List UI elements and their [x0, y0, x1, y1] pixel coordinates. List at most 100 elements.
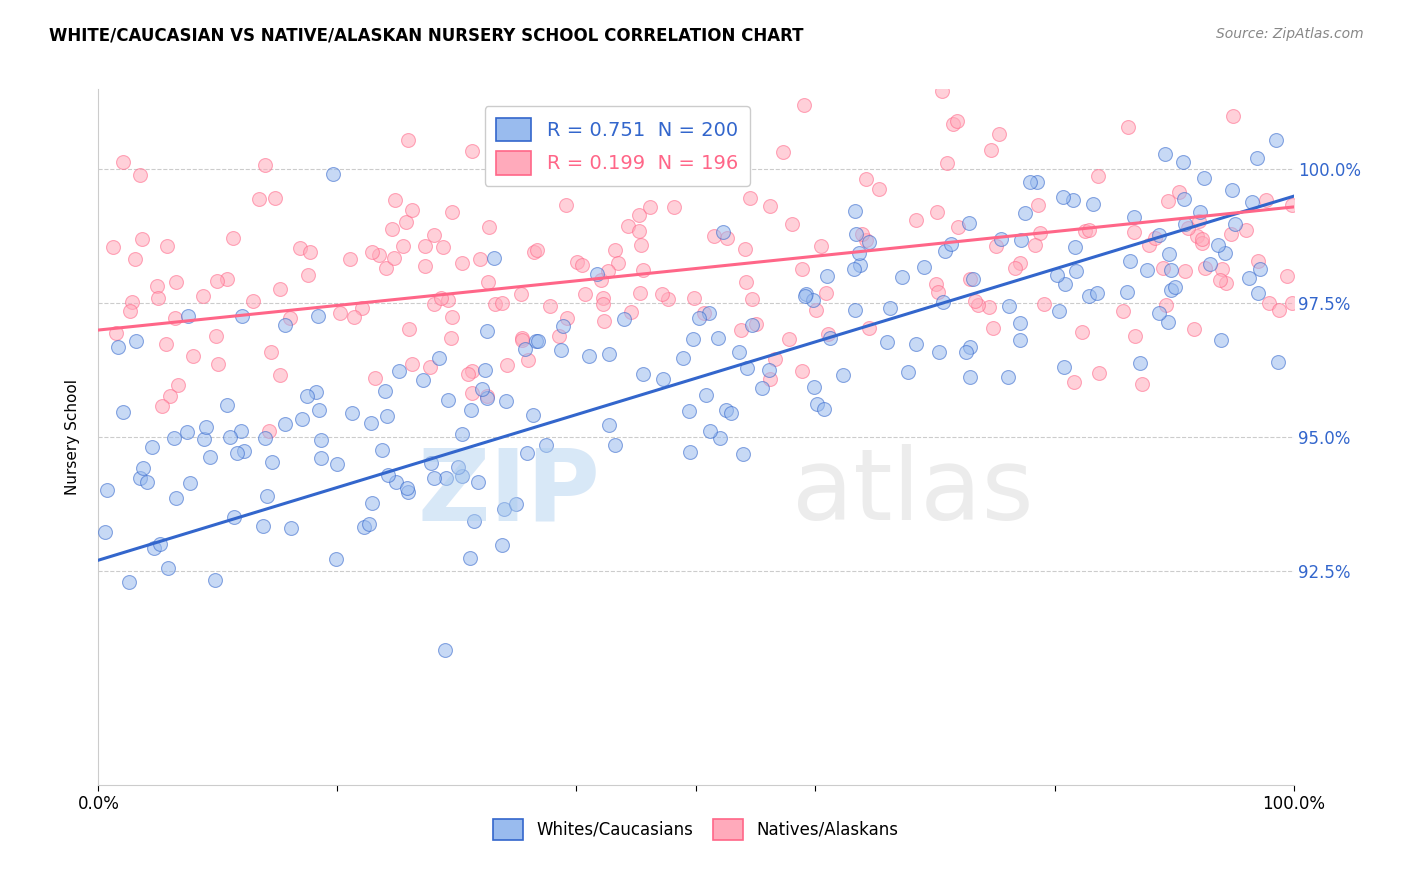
Point [997, 299, 1019, 313]
Point [735, 361, 758, 376]
Point [385, 475, 408, 489]
Point [305, 384, 328, 399]
Point [377, 468, 399, 483]
Point [128, 168, 150, 182]
Point [1168, 185, 1191, 199]
Point [574, 287, 596, 301]
Point [555, 310, 578, 325]
Point [510, 333, 533, 347]
Point [252, 518, 274, 533]
Point [598, 347, 620, 361]
Point [1157, 194, 1180, 208]
Legend: Whites/Caucasians, Natives/Alaskans: Whites/Caucasians, Natives/Alaskans [486, 813, 905, 847]
Point [1281, 198, 1303, 212]
Point [1184, 322, 1206, 336]
Point [1008, 316, 1031, 330]
Point [516, 353, 538, 368]
Point [253, 158, 276, 172]
Point [401, 357, 423, 371]
Y-axis label: Nursery School: Nursery School [65, 379, 80, 495]
Point [651, 286, 673, 301]
Point [1028, 198, 1050, 212]
Point [540, 299, 562, 313]
Point [904, 212, 927, 227]
Point [793, 289, 815, 303]
Point [1191, 232, 1213, 246]
Point [322, 167, 344, 181]
Point [589, 273, 612, 287]
Point [329, 306, 352, 320]
Point [433, 642, 456, 657]
Point [1249, 262, 1271, 277]
Point [1033, 296, 1056, 310]
Point [997, 369, 1019, 384]
Point [436, 471, 458, 485]
Point [522, 408, 544, 422]
Point [118, 574, 141, 589]
Point [683, 291, 706, 305]
Point [339, 252, 361, 266]
Point [111, 405, 134, 419]
Point [1144, 230, 1167, 244]
Point [128, 471, 150, 485]
Point [967, 298, 990, 312]
Point [990, 231, 1012, 245]
Point [1122, 210, 1144, 224]
Point [392, 239, 415, 253]
Point [183, 350, 205, 364]
Point [555, 198, 578, 212]
Point [437, 293, 460, 307]
Point [112, 154, 135, 169]
Point [679, 445, 702, 459]
Point [1116, 285, 1139, 299]
Point [1029, 226, 1052, 240]
Point [1025, 176, 1047, 190]
Point [927, 205, 949, 219]
Point [1014, 206, 1036, 220]
Point [912, 260, 935, 274]
Point [149, 537, 172, 551]
Point [1137, 238, 1160, 252]
Point [256, 489, 278, 503]
Point [1268, 302, 1291, 317]
Point [512, 330, 534, 344]
Point [858, 321, 880, 335]
Point [432, 239, 454, 253]
Point [1064, 264, 1087, 278]
Point [813, 402, 835, 417]
Point [565, 255, 588, 269]
Point [592, 291, 614, 305]
Point [631, 263, 654, 277]
Point [1241, 195, 1264, 210]
Point [471, 382, 494, 396]
Point [984, 238, 1007, 252]
Point [858, 235, 880, 249]
Point [107, 340, 129, 354]
Point [957, 216, 980, 230]
Point [1154, 147, 1177, 161]
Point [413, 259, 436, 273]
Point [96, 483, 118, 497]
Point [451, 469, 474, 483]
Point [1160, 262, 1182, 277]
Point [932, 295, 955, 310]
Point [451, 256, 474, 270]
Point [598, 264, 620, 278]
Point [796, 286, 818, 301]
Point [688, 310, 710, 325]
Point [946, 114, 969, 128]
Point [492, 502, 515, 516]
Point [207, 357, 229, 371]
Point [1123, 225, 1146, 239]
Point [353, 519, 375, 533]
Point [475, 389, 498, 403]
Point [167, 378, 190, 392]
Point [550, 343, 572, 357]
Point [163, 431, 186, 445]
Point [377, 409, 399, 424]
Point [423, 297, 446, 311]
Point [1267, 355, 1289, 369]
Point [278, 311, 301, 326]
Point [436, 393, 458, 408]
Point [156, 239, 179, 253]
